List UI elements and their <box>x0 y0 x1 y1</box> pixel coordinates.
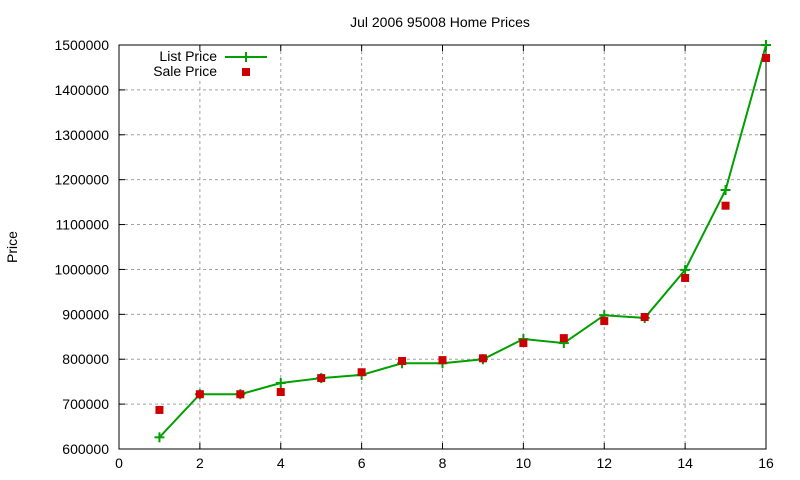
x-tick-label: 2 <box>196 455 204 471</box>
square-marker-icon <box>640 313 649 322</box>
square-marker-icon <box>559 334 568 343</box>
y-tick-label: 700000 <box>62 396 109 412</box>
y-tick-label: 800000 <box>62 351 109 367</box>
square-marker-icon <box>438 356 447 365</box>
legend-sale-price-square-icon <box>242 68 250 76</box>
square-marker-icon <box>357 368 366 377</box>
data-series <box>154 40 771 443</box>
square-marker-icon <box>398 357 407 366</box>
square-marker-icon <box>195 390 204 399</box>
y-tick-label: 1500000 <box>54 37 109 53</box>
series-list-price <box>154 40 771 443</box>
x-tick-label: 12 <box>596 455 612 471</box>
square-marker-icon <box>681 273 690 282</box>
square-marker-icon <box>276 387 285 396</box>
square-marker-icon <box>317 374 326 383</box>
y-axis-ticks: 600000 700000 800000 900000 1000000 1100000 12… <box>54 37 766 457</box>
y-tick-label: 1000000 <box>54 261 109 277</box>
square-marker-icon <box>721 201 730 210</box>
x-tick-label: 16 <box>758 455 774 471</box>
y-tick-label: 1200000 <box>54 172 109 188</box>
x-tick-label: 0 <box>115 455 123 471</box>
x-axis-ticks: 0 2 4 6 8 10 12 14 16 <box>115 45 774 471</box>
square-marker-icon <box>478 354 487 363</box>
legend-list-price-line-icon <box>225 52 267 62</box>
chart-title: Jul 2006 95008 Home Prices <box>350 14 530 30</box>
y-tick-label: 1300000 <box>54 127 109 143</box>
y-axis-label: Price <box>4 231 20 263</box>
legend-sale-price-label: Sale Price <box>153 63 217 79</box>
square-marker-icon <box>762 54 770 63</box>
x-tick-label: 6 <box>358 455 366 471</box>
legend: List Price Sale Price <box>153 48 267 79</box>
y-tick-label: 600000 <box>62 441 109 457</box>
series-sale-price <box>155 54 770 414</box>
square-marker-icon <box>600 317 609 326</box>
y-tick-label: 900000 <box>62 306 109 322</box>
grid-lines <box>119 45 766 449</box>
x-tick-label: 8 <box>439 455 447 471</box>
square-marker-icon <box>519 339 528 348</box>
y-tick-label: 1400000 <box>54 82 109 98</box>
x-tick-label: 14 <box>677 455 693 471</box>
x-tick-label: 4 <box>277 455 285 471</box>
y-tick-label: 1100000 <box>56 217 110 233</box>
square-marker-icon <box>236 390 245 399</box>
x-tick-label: 10 <box>516 455 532 471</box>
square-marker-icon <box>155 405 164 414</box>
legend-list-price-label: List Price <box>159 48 217 64</box>
